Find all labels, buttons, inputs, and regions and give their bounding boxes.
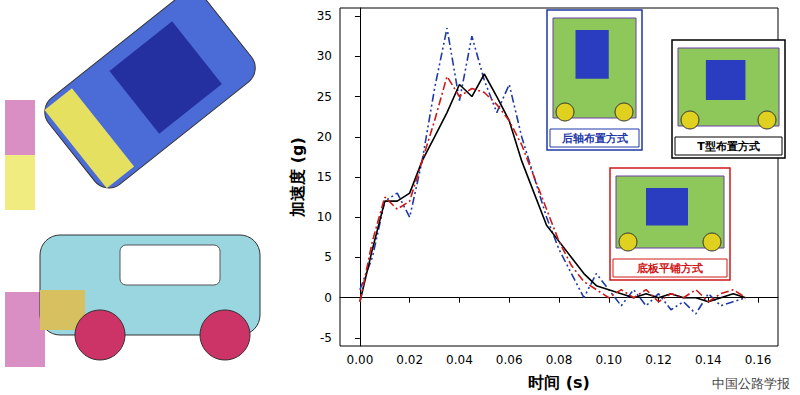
svg-text:加速度 (g): 加速度 (g) [288, 137, 307, 218]
svg-text:20: 20 [317, 130, 332, 144]
svg-text:0.02: 0.02 [396, 353, 423, 367]
svg-text:0.06: 0.06 [496, 353, 523, 367]
svg-text:0.10: 0.10 [595, 353, 622, 367]
svg-text:30: 30 [317, 49, 332, 63]
svg-text:T型布置方式: T型布置方式 [697, 140, 760, 153]
svg-text:0.08: 0.08 [546, 353, 573, 367]
svg-text:-5: -5 [320, 331, 332, 345]
svg-text:底板平铺方式: 底板平铺方式 [636, 262, 703, 275]
svg-text:5: 5 [324, 250, 332, 264]
svg-text:0.12: 0.12 [645, 353, 672, 367]
svg-text:10: 10 [317, 210, 332, 224]
svg-text:15: 15 [317, 170, 332, 184]
svg-text:0: 0 [324, 291, 332, 305]
svg-text:25: 25 [317, 90, 332, 104]
svg-text:中国公路学报: 中国公路学报 [712, 376, 790, 391]
svg-text:时间 (s): 时间 (s) [528, 373, 590, 392]
svg-text:0.14: 0.14 [695, 353, 722, 367]
svg-text:35: 35 [317, 9, 332, 23]
svg-text:0.04: 0.04 [446, 353, 473, 367]
svg-text:后轴布置方式: 后轴布置方式 [561, 132, 628, 145]
svg-text:0.16: 0.16 [745, 353, 772, 367]
svg-text:0.00: 0.00 [347, 353, 374, 367]
